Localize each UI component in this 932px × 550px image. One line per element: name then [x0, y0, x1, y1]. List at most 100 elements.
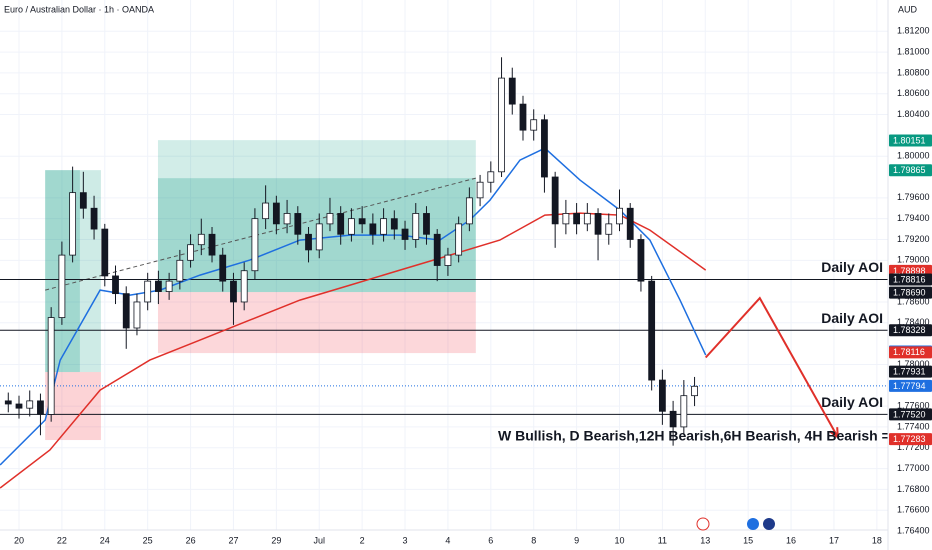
y-tick-label: 1.80000	[897, 151, 930, 161]
x-tick-label: 27	[228, 535, 238, 545]
candle-body	[562, 213, 570, 225]
candle-body	[272, 202, 280, 225]
candle-body	[305, 233, 312, 251]
level-label: Daily AOI	[821, 259, 883, 275]
candle-body	[594, 213, 602, 235]
price-badge-label: 1.77794	[893, 381, 926, 391]
y-tick-label: 1.81200	[897, 26, 930, 36]
price-badge-label: 1.80151	[893, 135, 926, 145]
x-tick-label: 15	[743, 535, 753, 545]
candle-body	[79, 192, 87, 209]
candle-body	[573, 213, 581, 225]
price-badge	[889, 273, 932, 286]
candle-body	[551, 176, 559, 225]
price-badge-label: 1.78898	[893, 266, 926, 276]
candle-body	[4, 400, 12, 405]
y-tick-label: 1.77400	[897, 421, 930, 431]
x-tick-label: 13	[700, 535, 710, 545]
flag-icon[interactable]	[763, 518, 775, 530]
candle-body	[230, 280, 237, 303]
y-tick-label: 1.78000	[897, 359, 930, 369]
x-tick-label: 4	[445, 535, 450, 545]
candle-body	[583, 213, 591, 225]
x-tick-label: 22	[57, 535, 67, 545]
candle-body	[133, 301, 141, 329]
price-badge-label: 1.77520	[893, 409, 926, 419]
candle-body	[90, 207, 98, 230]
candle-body	[444, 254, 452, 266]
candle-body	[348, 218, 355, 235]
y-tick-label: 1.80600	[897, 88, 930, 98]
candle-body	[648, 280, 656, 381]
candle-body	[240, 270, 248, 303]
forecast-path	[704, 296, 839, 438]
candle-body	[144, 280, 152, 303]
candle-body	[455, 223, 463, 256]
candle-body	[616, 207, 623, 225]
x-tick-label: 17	[829, 535, 839, 545]
x-tick-label: 6	[488, 535, 493, 545]
candle-body	[101, 228, 109, 277]
plot-area: Daily AOI Daily AOI Daily AOI W Bullish, D …	[0, 0, 888, 530]
x-tick-label: 29	[271, 535, 281, 545]
candle-body	[680, 395, 688, 428]
candle-body	[541, 119, 548, 178]
price-badge	[889, 365, 932, 378]
candle-body	[37, 400, 44, 415]
price-badge	[889, 379, 932, 392]
y-tick-label: 1.79200	[897, 234, 930, 244]
y-tick-label: 1.80400	[897, 109, 930, 119]
candle-body	[197, 233, 205, 246]
candle-body	[637, 239, 645, 282]
candle-body	[498, 77, 505, 173]
price-badge	[889, 286, 932, 299]
level-label: Daily AOI	[821, 310, 883, 326]
candle-body	[122, 293, 130, 329]
x-tick-label: 8	[531, 535, 536, 545]
y-tick-label: 1.81000	[897, 46, 930, 56]
y-tick-label: 1.76800	[897, 484, 930, 494]
flag-icon[interactable]	[747, 518, 759, 530]
candle-body	[112, 275, 119, 295]
candle-body	[337, 213, 345, 235]
y-tick-label: 1.76400	[897, 525, 930, 535]
currency: AUD	[898, 4, 918, 14]
y-tick-label: 1.77200	[897, 442, 930, 452]
y-tick-label: 1.78600	[897, 296, 930, 306]
candle-body	[294, 213, 302, 235]
candle-body	[487, 171, 495, 183]
y-tick-label: 1.79000	[897, 255, 930, 265]
candle-body	[669, 410, 677, 428]
candle-body	[165, 280, 173, 292]
x-tick-label: 10	[614, 535, 624, 545]
x-tick-label: 3	[403, 535, 408, 545]
candle-body	[423, 213, 430, 235]
candle-body	[433, 233, 441, 266]
candle-body	[15, 403, 23, 409]
candle-body	[251, 218, 259, 272]
price-badge	[889, 164, 932, 177]
x-tick-label: 25	[143, 535, 153, 545]
price-badge-label: 1.77931	[893, 366, 926, 376]
moving-average	[0, 147, 707, 466]
x-tick-label: 18	[872, 535, 882, 545]
price-badge	[889, 346, 932, 359]
candle-body	[58, 254, 66, 318]
event-icon[interactable]	[696, 517, 710, 531]
candle-body	[208, 233, 216, 256]
y-tick-label: 1.77000	[897, 463, 930, 473]
candle-body	[412, 213, 420, 240]
y-tick-label: 1.76600	[897, 505, 930, 515]
y-tick-label: 1.79600	[897, 192, 930, 202]
candle-body	[508, 77, 516, 105]
candle-body	[465, 197, 473, 225]
x-tick-label: 2	[360, 535, 365, 545]
candle-body	[369, 223, 377, 235]
level-label: Daily AOI	[821, 394, 883, 410]
candle-body	[530, 119, 538, 131]
candle-body	[26, 400, 34, 409]
candle-body	[658, 379, 666, 412]
candle-body	[626, 207, 634, 240]
x-tick-label: 24	[100, 535, 110, 545]
candle-body	[380, 218, 387, 235]
